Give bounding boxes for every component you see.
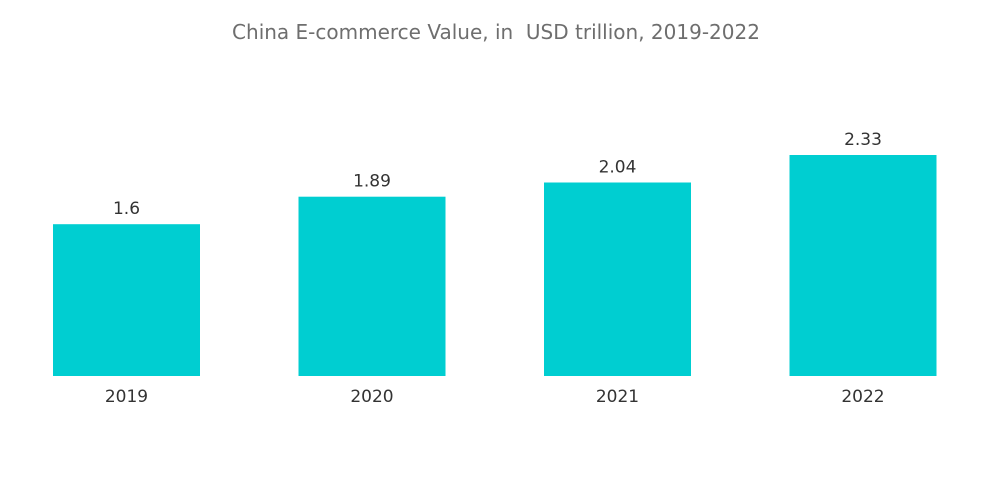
bar-2019 [53,224,200,376]
bar-2020 [298,196,446,376]
value-label-2020: 1.89 [353,172,391,192]
x-tick-label-2021: 2021 [596,387,639,407]
x-tick-label-2019: 2019 [105,387,148,407]
bar-2021 [544,182,691,376]
bar-2022 [789,155,937,376]
value-labels-group: 1.6 1.89 2.04 2.33 [113,130,882,219]
bars-group [53,155,937,376]
chart-title: China E-commerce Value, in USD trillion,… [232,20,760,44]
value-label-2019: 1.6 [113,199,140,219]
x-tick-label-2020: 2020 [350,387,393,407]
value-label-2022: 2.33 [844,130,882,150]
x-axis-tick-labels: 2019 2020 2021 2022 [105,387,885,407]
x-tick-label-2022: 2022 [841,387,884,407]
value-label-2021: 2.04 [599,158,637,178]
